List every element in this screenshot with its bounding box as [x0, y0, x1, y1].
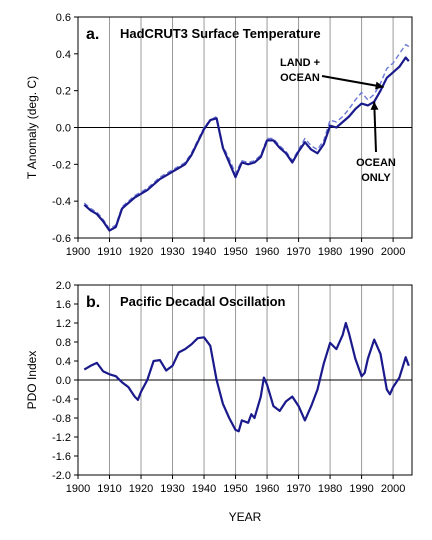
- panel-a-annotations: LAND + OCEAN OCEAN ONLY: [280, 57, 396, 184]
- panel-b-x-tick-label: 1980: [318, 483, 342, 495]
- panel-b-y-tick-label: 0.4: [56, 356, 71, 368]
- panel-b-y-tick-label: 1.2: [56, 318, 71, 330]
- panel-b-y-tick-label: -1.6: [52, 451, 71, 463]
- panel-a-y-tick-label: 0.2: [56, 86, 71, 98]
- panel-a-x-tick-label: 2000: [381, 246, 405, 258]
- annotation-arrow-2: [373, 101, 377, 153]
- panel-a-title: HadCRUT3 Surface Temperature: [120, 26, 321, 41]
- panel-b-y-tick-label: -1.2: [52, 432, 71, 444]
- annotation-label-1: LAND +: [280, 57, 320, 69]
- panel-a-x-tick-label: 1900: [66, 246, 90, 258]
- panel-b-x-tick-label: 1930: [160, 483, 184, 495]
- annotation-arrowhead-2: [370, 101, 379, 110]
- panel-a-series-line-solid: [83, 56, 410, 232]
- panel-b-x-tick-label: 1990: [349, 483, 373, 495]
- panel-a-panel-letter: a.: [86, 26, 99, 43]
- panel-b-x-tick-label: 1970: [286, 483, 310, 495]
- panel-b-panel-letter: b.: [86, 294, 100, 311]
- panel-b-x-tick-label: 1960: [255, 483, 279, 495]
- panel-a: -0.6 -0.4 -0.2 0.0 0.2 0.4 0.6 1900 1910 1920 1930…: [25, 12, 413, 258]
- panel-a-x-tick-label: 1990: [349, 246, 373, 258]
- panel-a-y-tick-label: -0.4: [52, 196, 71, 208]
- panel-b-y-tick-label: 1.6: [56, 299, 71, 311]
- annotation-label-2: ONLY: [361, 172, 391, 184]
- annotation-label-2: OCEAN: [356, 157, 396, 169]
- annotation-arrowhead-1: [375, 81, 384, 90]
- panel-b-x-tick-label: 1910: [97, 483, 121, 495]
- panel-b-title: Pacific Decadal Oscillation: [120, 294, 286, 309]
- panel-a-y-tick-label: 0.6: [56, 12, 71, 24]
- panel-b-series-line-solid: [83, 321, 410, 433]
- panel-b-y-tick-label: -0.8: [52, 413, 71, 425]
- panel-a-x-tick-label: 1920: [129, 246, 153, 258]
- panel-b-y-tick-label: -2.0: [52, 470, 71, 482]
- panel-a-y-tick-label: -0.2: [52, 159, 71, 171]
- panel-b-y-axis-label: PDO Index: [25, 351, 39, 410]
- panel-a-y-tick-label: 0.4: [56, 49, 71, 61]
- panel-b-x-tick-label: 1900: [66, 483, 90, 495]
- panel-a-x-tick-label: 1910: [97, 246, 121, 258]
- annotation-arrow-1: [321, 75, 384, 88]
- panel-b-x-tick-label: 1950: [223, 483, 247, 495]
- panel-b-x-tick-label: 1920: [129, 483, 153, 495]
- panel-b-y-tick-label: 0.0: [56, 375, 71, 387]
- panel-b-x-tick-label: 1940: [192, 483, 216, 495]
- panel-b-x-tick-label: 2000: [381, 483, 405, 495]
- annotation-label-1: OCEAN: [280, 72, 320, 84]
- panel-a-x-tick-label: 1980: [318, 246, 342, 258]
- panel-a-x-tick-label: 1960: [255, 246, 279, 258]
- panel-a-series-line-dashed: [83, 43, 410, 230]
- panel-a-x-tick-label: 1950: [223, 246, 247, 258]
- panel-a-y-tick-label: -0.6: [52, 233, 71, 245]
- panel-b-y-tick-label: 0.8: [56, 337, 71, 349]
- panel-b-y-tick-label: 2.0: [56, 280, 71, 292]
- panel-b-x-axis-label: YEAR: [229, 510, 262, 524]
- panel-a-x-tick-label: 1940: [192, 246, 216, 258]
- panel-a-x-tick-label: 1930: [160, 246, 184, 258]
- panel-a-x-tick-label: 1970: [286, 246, 310, 258]
- panel-a-y-axis-label: T Anomaly (deg. C): [25, 76, 39, 179]
- panel-b: -2.0 -1.6 -1.2 -0.8 -0.4 0.0 0.4 0.8 1.2 1.6 2.0 19…: [25, 280, 413, 495]
- panel-b-y-tick-label: -0.4: [52, 394, 71, 406]
- panel-a-y-tick-label: 0.0: [56, 123, 71, 135]
